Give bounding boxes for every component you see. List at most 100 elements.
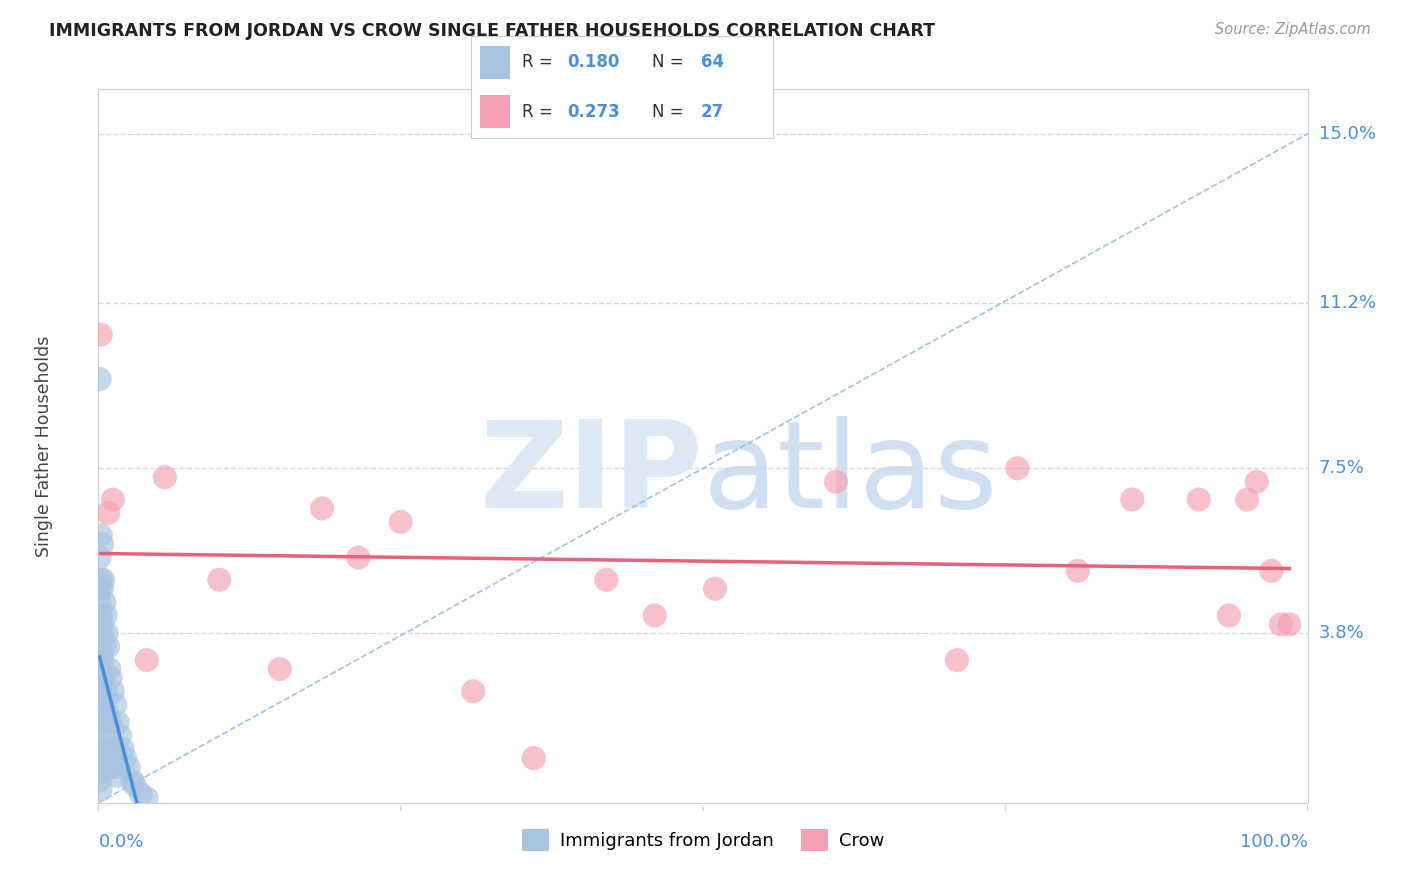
Point — [121, 773, 143, 788]
Point — [89, 773, 111, 788]
Point — [347, 550, 370, 565]
Point — [114, 751, 136, 765]
Point — [135, 791, 157, 805]
Point — [523, 751, 546, 765]
Point — [91, 764, 114, 779]
Point — [1121, 492, 1143, 507]
Point — [91, 653, 114, 667]
Point — [90, 698, 112, 712]
Point — [89, 640, 111, 654]
Point — [269, 662, 291, 676]
Point — [96, 626, 118, 640]
Point — [825, 475, 848, 489]
Text: R =: R = — [523, 54, 558, 71]
Point — [129, 787, 152, 801]
Text: 0.273: 0.273 — [568, 103, 620, 120]
Point — [644, 608, 666, 623]
FancyBboxPatch shape — [479, 46, 510, 78]
Point — [94, 742, 117, 756]
Text: atlas: atlas — [703, 416, 998, 533]
Text: IMMIGRANTS FROM JORDAN VS CROW SINGLE FATHER HOUSEHOLDS CORRELATION CHART: IMMIGRANTS FROM JORDAN VS CROW SINGLE FA… — [49, 22, 935, 40]
Point — [94, 608, 117, 623]
Point — [1007, 461, 1029, 475]
Point — [1260, 564, 1282, 578]
Point — [91, 760, 114, 774]
Point — [96, 760, 118, 774]
Point — [89, 617, 111, 632]
Point — [946, 653, 969, 667]
Text: Single Father Households: Single Father Households — [35, 335, 53, 557]
Text: N =: N = — [652, 103, 689, 120]
Point — [100, 715, 122, 730]
Point — [89, 729, 111, 743]
Point — [100, 760, 122, 774]
Point — [90, 751, 112, 765]
Point — [96, 706, 118, 721]
Text: 0.0%: 0.0% — [98, 833, 143, 851]
Point — [94, 684, 117, 698]
Text: N =: N = — [652, 54, 689, 71]
Point — [93, 698, 115, 712]
Text: 64: 64 — [700, 54, 724, 71]
Point — [91, 582, 114, 596]
Text: Source: ZipAtlas.com: Source: ZipAtlas.com — [1215, 22, 1371, 37]
Point — [98, 742, 121, 756]
Point — [91, 671, 114, 685]
Point — [1246, 475, 1268, 489]
Text: 15.0%: 15.0% — [1319, 125, 1375, 143]
Point — [91, 617, 114, 632]
Point — [118, 760, 141, 774]
Point — [108, 729, 131, 743]
Point — [97, 640, 120, 654]
Point — [93, 595, 115, 609]
Text: ZIP: ZIP — [479, 416, 703, 533]
Text: 7.5%: 7.5% — [1319, 459, 1365, 477]
Text: 0.180: 0.180 — [568, 54, 620, 71]
Point — [100, 671, 122, 685]
Text: 100.0%: 100.0% — [1240, 833, 1308, 851]
Point — [107, 769, 129, 783]
Point — [389, 515, 412, 529]
Point — [90, 608, 112, 623]
Point — [1188, 492, 1211, 507]
Point — [1218, 608, 1240, 623]
Point — [1278, 617, 1301, 632]
Point — [91, 680, 114, 694]
Point — [91, 626, 114, 640]
Point — [90, 626, 112, 640]
Text: 11.2%: 11.2% — [1319, 294, 1376, 312]
Point — [124, 778, 146, 792]
Point — [595, 573, 617, 587]
Point — [90, 671, 112, 685]
FancyBboxPatch shape — [479, 95, 510, 128]
Point — [97, 506, 120, 520]
Point — [98, 662, 121, 676]
Point — [89, 595, 111, 609]
Point — [91, 537, 114, 551]
Point — [90, 715, 112, 730]
Point — [463, 684, 485, 698]
Point — [89, 662, 111, 676]
Point — [1270, 617, 1292, 632]
Point — [91, 715, 114, 730]
Point — [1236, 492, 1258, 507]
Point — [101, 751, 124, 765]
Point — [89, 582, 111, 596]
Point — [111, 742, 134, 756]
Point — [135, 653, 157, 667]
Point — [104, 760, 127, 774]
Point — [91, 706, 114, 721]
Text: 27: 27 — [700, 103, 724, 120]
Point — [90, 782, 112, 797]
Point — [90, 528, 112, 542]
Point — [1067, 564, 1090, 578]
Text: 3.8%: 3.8% — [1319, 624, 1364, 642]
Point — [311, 501, 333, 516]
Point — [153, 470, 176, 484]
Point — [208, 573, 231, 587]
Text: R =: R = — [523, 103, 558, 120]
Point — [90, 327, 112, 342]
Point — [101, 492, 124, 507]
Point — [93, 751, 115, 765]
Legend: Immigrants from Jordan, Crow: Immigrants from Jordan, Crow — [515, 822, 891, 858]
